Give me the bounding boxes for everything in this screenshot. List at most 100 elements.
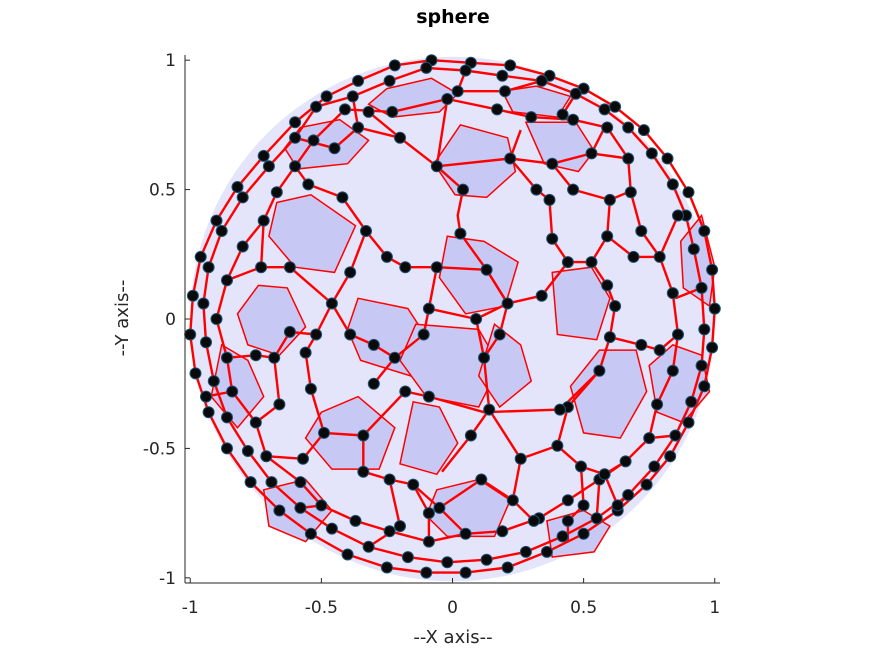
vertex-point-84: [441, 93, 454, 105]
vertex-point-187: [514, 452, 527, 465]
vertex-point-56: [695, 359, 708, 372]
vertex-point-130: [546, 232, 559, 245]
vertex-point-48: [598, 103, 611, 116]
vertex-point-120: [362, 105, 375, 118]
vertex-point-164: [325, 297, 338, 310]
vertex-point-66: [401, 551, 414, 564]
vertex-point-92: [653, 250, 666, 263]
vertex-point-43: [420, 61, 433, 74]
vertex-point-27: [244, 476, 257, 489]
vertex-point-89: [622, 152, 635, 165]
mesh-edge-17: [304, 230, 368, 390]
vertex-point-6: [637, 124, 650, 137]
vertex-point-167: [304, 382, 317, 395]
face-16: [399, 400, 459, 476]
vertex-point-20: [501, 561, 514, 574]
vertex-point-83: [386, 105, 399, 118]
mesh-edge-36: [658, 215, 680, 258]
vertex-point-174: [318, 426, 330, 439]
vertex-point-37: [289, 116, 302, 129]
vertex-point-68: [325, 522, 338, 535]
vertex-point-32: [186, 289, 199, 302]
vertex-point-183: [422, 507, 435, 520]
mesh-edge-38: [226, 266, 333, 305]
vertex-point-44: [459, 64, 472, 77]
vertex-point-148: [430, 261, 443, 274]
vertex-point-23: [380, 561, 393, 574]
vertex-point-61: [590, 512, 603, 525]
vertex-point-147: [551, 439, 564, 452]
vertex-point-115: [236, 240, 249, 253]
vertex-point-160: [360, 225, 372, 237]
vertex-point-168: [344, 328, 357, 341]
mesh-edge-42: [595, 479, 601, 519]
vertex-point-123: [457, 183, 469, 196]
x-tick-label: -0.5: [305, 598, 338, 618]
mesh-edge-27: [566, 466, 585, 542]
vertex-point-60: [622, 489, 635, 501]
vertex-point-79: [262, 160, 275, 173]
y-tick-label: -0.5: [143, 439, 176, 459]
vertex-point-35: [231, 181, 244, 193]
vertex-point-47: [569, 87, 582, 100]
face-15: [304, 395, 396, 470]
vertex-point-65: [441, 556, 454, 569]
mesh-edge-22: [362, 435, 467, 535]
vertex-point-34: [210, 214, 223, 227]
vertex-point-193: [464, 429, 477, 442]
vertex-point-142: [603, 331, 616, 344]
vertex-point-80: [289, 131, 302, 144]
vertex-point-21: [459, 566, 472, 579]
vertex-point-189: [598, 468, 611, 481]
vertex-point-117: [270, 186, 283, 199]
vertex-point-29: [202, 406, 215, 419]
vertex-point-58: [669, 429, 682, 442]
vertex-point-116: [257, 214, 270, 227]
highlighted-faces: [210, 77, 716, 558]
vertex-point-155: [493, 328, 506, 341]
vertex-point-157: [483, 403, 496, 416]
vertex-point-7: [661, 152, 674, 165]
vertex-point-129: [543, 193, 556, 206]
vertex-point-59: [648, 460, 661, 473]
vertex-point-149: [399, 261, 412, 274]
vertex-point-95: [666, 364, 679, 377]
mesh-edge-34: [456, 70, 543, 93]
vertex-point-134: [601, 230, 614, 243]
face-3: [524, 121, 596, 173]
plot-area: [184, 54, 721, 582]
vertex-point-162: [302, 178, 315, 191]
vertex-point-179: [383, 473, 396, 486]
vertex-point-141: [609, 300, 622, 313]
vertex-point-12: [706, 341, 719, 354]
vertex-point-124: [454, 227, 467, 240]
mesh-edge-0: [188, 59, 716, 574]
vertex-point-93: [666, 287, 679, 300]
vertex-point-102: [496, 525, 509, 538]
vertex-point-97: [643, 432, 656, 445]
vertex-point-181: [433, 501, 446, 514]
vertex-point-113: [210, 313, 223, 325]
vertex-point-72: [221, 411, 233, 424]
vertex-point-62: [556, 530, 569, 543]
vertex-point-158: [554, 403, 566, 416]
vertex-point-51: [666, 178, 679, 191]
vertex-point-169: [367, 338, 380, 351]
vertex-point-100: [561, 494, 574, 507]
vertex-point-50: [645, 147, 658, 160]
face-2: [501, 85, 572, 118]
vertex-point-127: [585, 147, 598, 160]
vertex-point-46: [535, 74, 548, 87]
vertex-markers: [184, 54, 721, 579]
vertex-point-41: [346, 90, 359, 103]
vertex-point-15: [664, 450, 677, 463]
y-tick-label: 0.5: [149, 181, 176, 201]
vertex-point-138: [501, 297, 514, 310]
vertex-point-103: [459, 527, 472, 540]
vertex-point-194: [394, 520, 406, 533]
y-tick-label: -1: [159, 569, 176, 589]
vertex-point-165: [310, 328, 323, 341]
vertex-point-201: [255, 261, 268, 274]
vertex-point-197: [451, 85, 464, 98]
